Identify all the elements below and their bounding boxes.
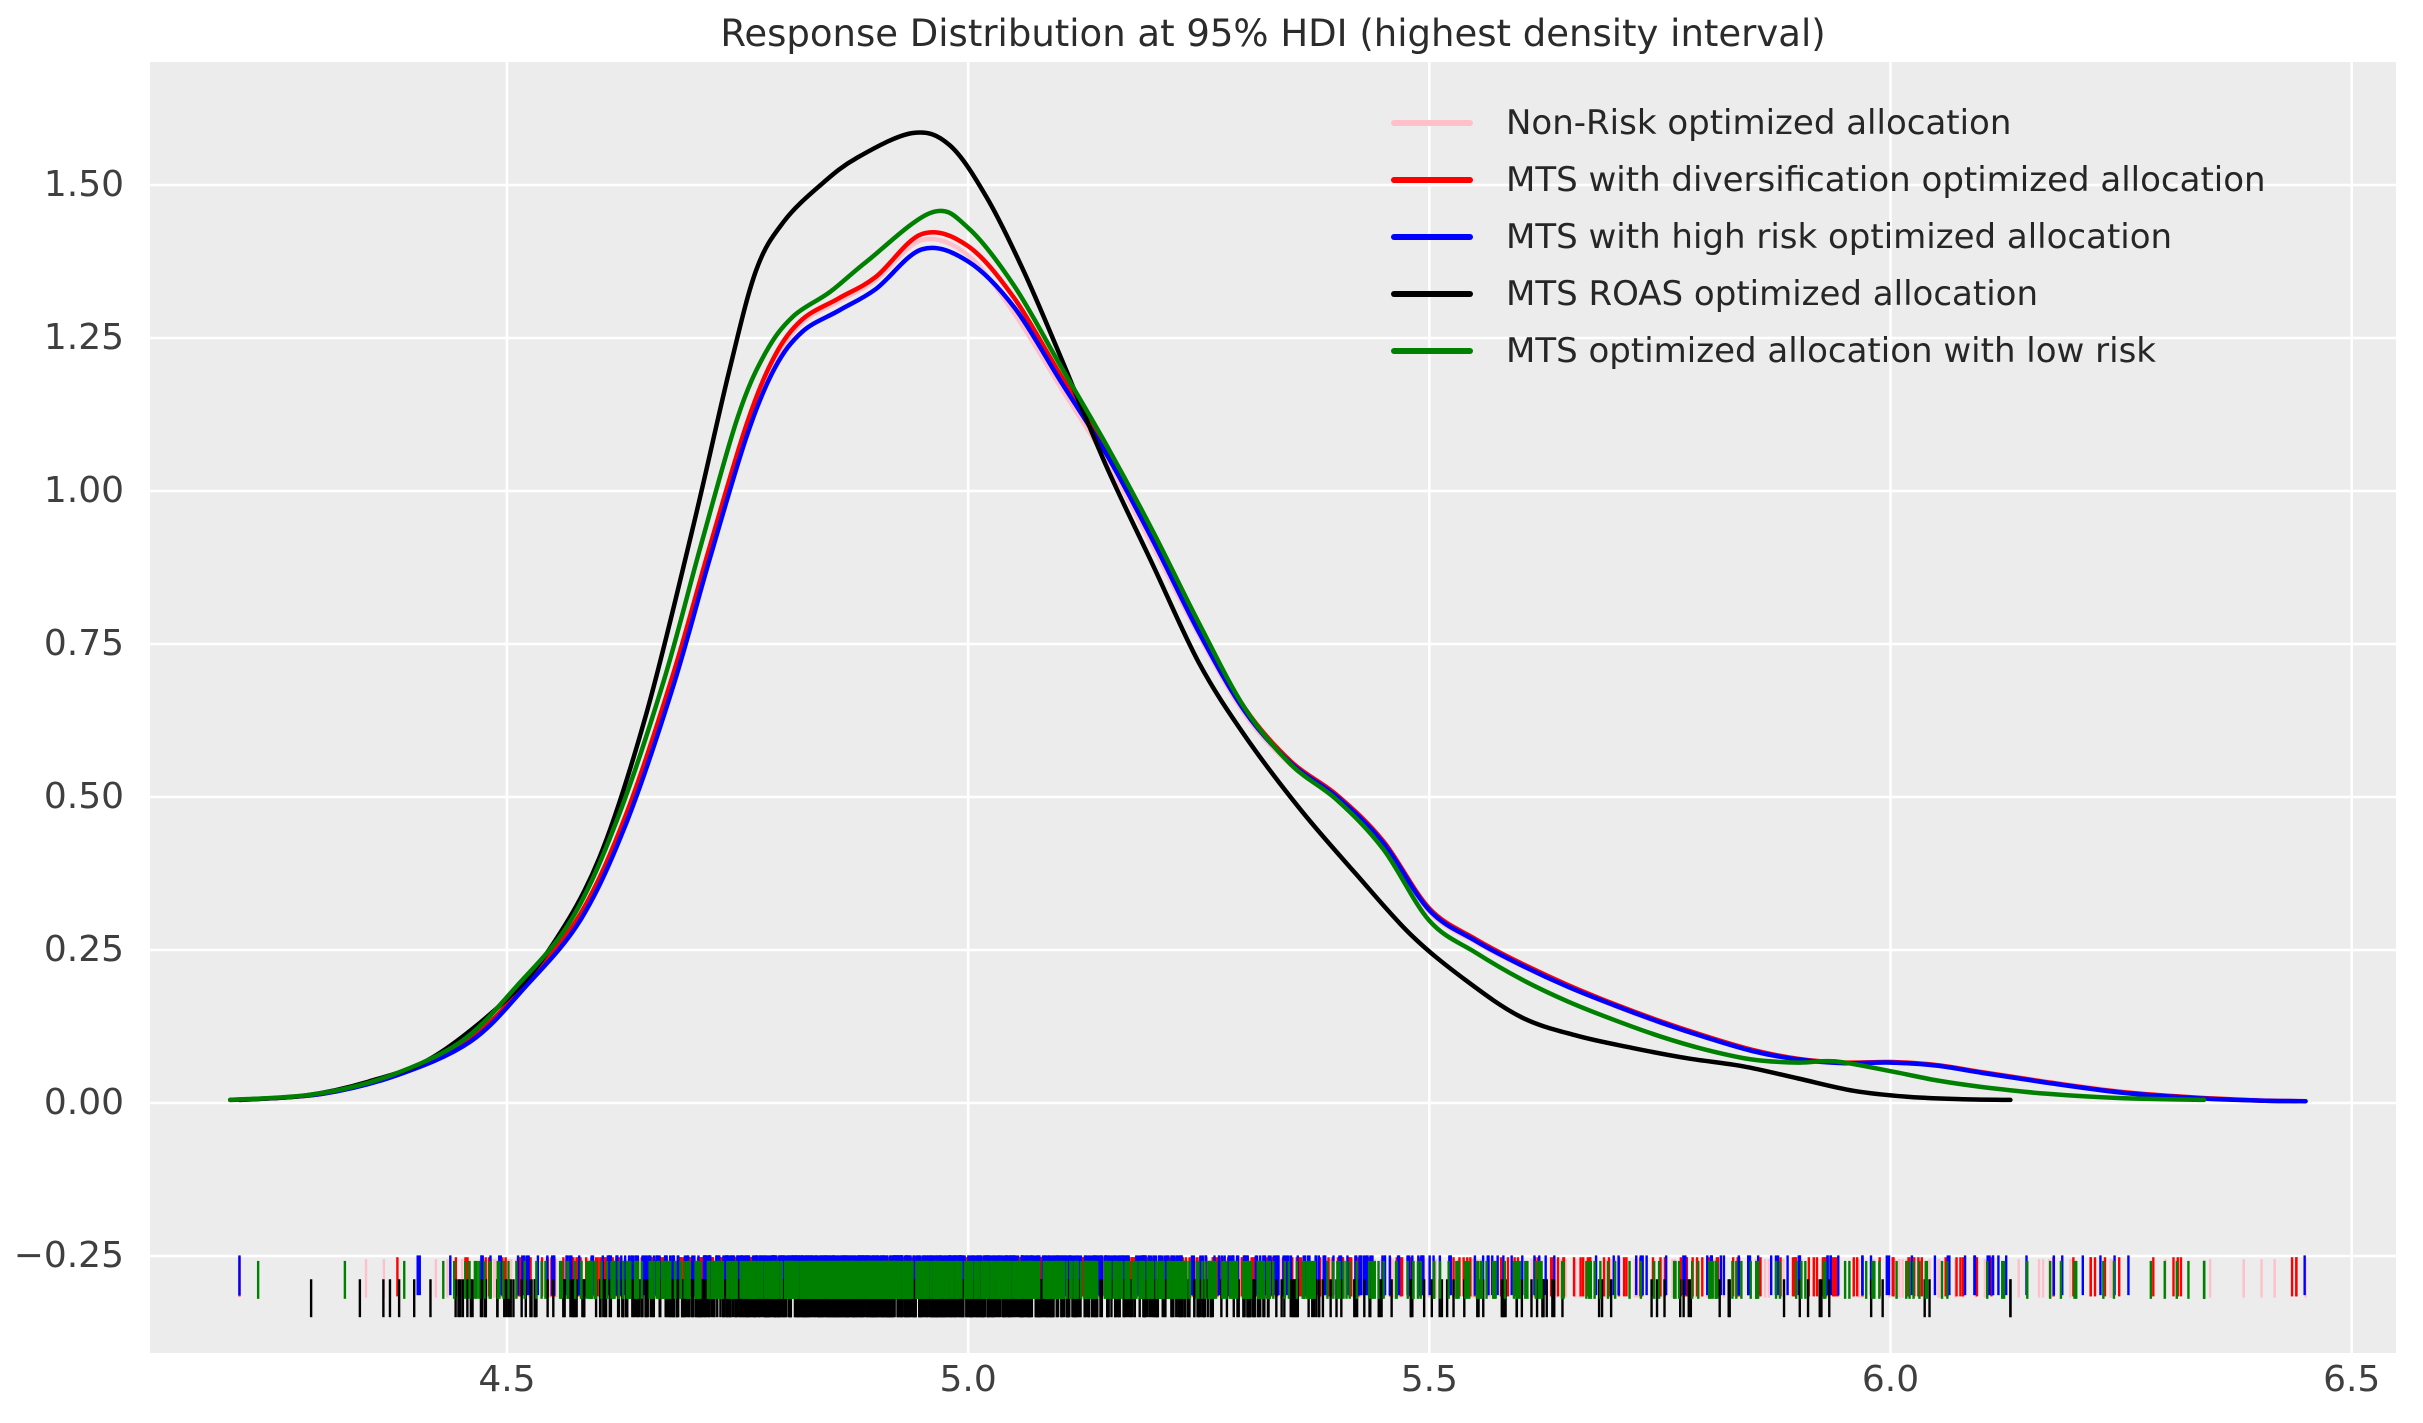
legend-item: MTS optimized allocation with low risk [1391, 322, 2266, 379]
legend-line-swatch [1391, 119, 1473, 126]
legend-label: MTS with high risk optimized allocation [1506, 216, 2173, 257]
legend-line-swatch [1391, 176, 1473, 183]
y-tick-label: 0.25 [43, 929, 124, 970]
legend-label: MTS with diversification optimized alloc… [1506, 159, 2266, 200]
legend-line-swatch [1391, 290, 1473, 297]
y-tick-label: 0.50 [43, 776, 124, 817]
legend-item: Non-Risk optimized allocation [1391, 94, 2266, 151]
y-tick-label: 1.50 [43, 164, 124, 205]
y-tick-label: −0.25 [13, 1234, 124, 1276]
legend-label: MTS optimized allocation with low risk [1506, 330, 2157, 371]
rug-plot [238, 1255, 2307, 1318]
x-tick-label: 4.5 [478, 1359, 536, 1400]
x-tick-label: 6.0 [1861, 1359, 1920, 1400]
legend-line-swatch [1391, 347, 1473, 354]
y-tick-label: 1.00 [43, 470, 124, 511]
legend-item: MTS ROAS optimized allocation [1391, 265, 2266, 322]
density-curves [227, 130, 2308, 1104]
legend-item: MTS with high risk optimized allocation [1391, 208, 2266, 265]
y-tick-label: 0.00 [43, 1082, 124, 1123]
plot-area [150, 62, 2396, 1353]
density-curve [237, 245, 2308, 1104]
legend: Non-Risk optimized allocation MTS with di… [1391, 94, 2266, 379]
x-tick-label: 5.0 [939, 1359, 997, 1400]
rug-series [256, 1260, 2206, 1299]
chart-title: Response Distribution at 95% HDI (highes… [720, 12, 1826, 55]
legend-item: MTS with diversification optimized alloc… [1391, 151, 2266, 208]
density-curve [227, 208, 2207, 1103]
legend-label: MTS ROAS optimized allocation [1506, 273, 2038, 314]
legend-label: Non-Risk optimized allocation [1506, 102, 2012, 143]
legend-line-swatch [1391, 233, 1473, 240]
y-tick-label: 0.75 [43, 623, 124, 664]
x-tick-label: 5.5 [1400, 1359, 1458, 1400]
y-tick-label: 1.25 [43, 317, 124, 358]
x-tick-label: 6.5 [2323, 1359, 2381, 1400]
